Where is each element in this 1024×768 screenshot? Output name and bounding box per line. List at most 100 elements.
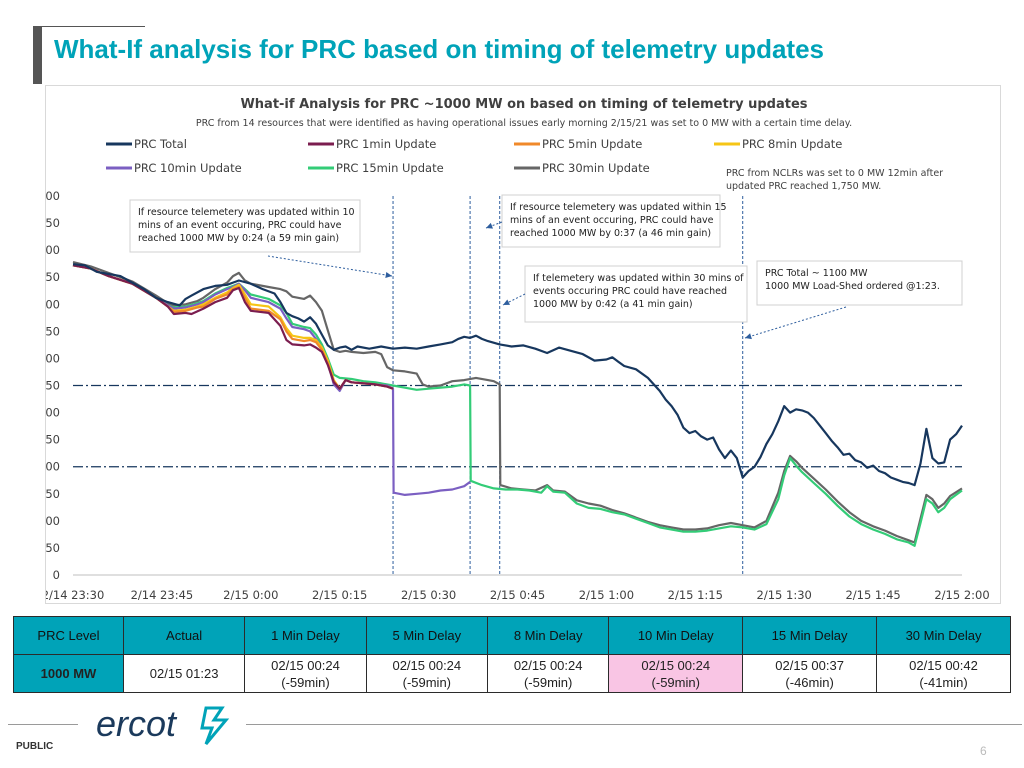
cell-gain: (-59min) (523, 674, 573, 690)
cell-time: 02/15 00:24 (271, 657, 340, 673)
y-tick-label: 750 (46, 487, 60, 501)
legend-label: PRC 8min Update (742, 137, 842, 151)
footer-public-label: PUBLIC (16, 741, 54, 752)
cell-10min: 02/15 00:24 (-59min) (608, 654, 744, 693)
nclr-note-text: PRC from NCLRs was set to 0 MW 12min aft… (726, 168, 943, 179)
top-rule (33, 26, 145, 27)
header-prc-level: PRC Level (13, 616, 124, 655)
annotation-box (756, 260, 963, 306)
header-15min: 15 Min Delay (742, 616, 878, 655)
legend-label: PRC 15min Update (336, 161, 444, 175)
y-tick-label: 3500 (46, 189, 60, 203)
footer-divider-left (8, 724, 78, 725)
ercot-logo: ercot (96, 703, 230, 745)
cell-gain: (-59min) (402, 674, 452, 690)
cell-time: 02/15 00:24 (513, 657, 583, 673)
header-30min: 30 Min Delay (876, 616, 1011, 655)
cell-5min: 02/15 00:24 (-59min) (365, 654, 488, 693)
y-tick-label: 500 (46, 514, 60, 528)
annotation-arrowhead (745, 333, 752, 340)
cell-time: 02/15 00:24 (641, 657, 711, 673)
annotation-arrowhead (385, 272, 392, 278)
annotation-arrow (485, 221, 503, 229)
x-tick-label: 2/15 0:15 (312, 588, 367, 602)
y-tick-label: 1750 (46, 379, 60, 393)
x-tick-label: 2/15 1:15 (668, 588, 723, 602)
legend-label: PRC 5min Update (542, 137, 642, 151)
y-tick-label: 3250 (46, 216, 60, 230)
header-10min: 10 Min Delay (608, 616, 744, 655)
cell-gain: (-41min) (919, 674, 968, 690)
legend-label: PRC 10min Update (134, 161, 242, 175)
series-line-prc-10min-update (72, 264, 471, 496)
table-row: 1000 MW 02/15 01:23 02/15 00:24 (-59min) … (13, 654, 1011, 693)
y-tick-label: 2000 (46, 351, 60, 365)
y-tick-label: 1000 (46, 460, 60, 474)
annotation-text: reached 1000 MW by 0:37 (a 46 min gain) (510, 228, 711, 239)
cell-gain: (-59min) (281, 674, 330, 690)
annotation-text: If resource telemetery was updated withi… (510, 202, 727, 213)
header-actual: Actual (122, 616, 246, 655)
y-tick-label: 3000 (46, 243, 60, 257)
logo-bolt-icon (200, 706, 230, 745)
annotation-text: PRC Total ~ 1100 MW (765, 268, 868, 279)
x-tick-label: 2/15 1:00 (579, 588, 634, 602)
annotation-arrow (744, 306, 847, 339)
annotation-arrowhead (503, 299, 510, 305)
x-tick-label: 2/15 0:30 (401, 588, 456, 602)
title-accent-bar (33, 26, 42, 84)
chart-subtitle: PRC from 14 resources that were identifi… (196, 118, 852, 129)
annotation-box (129, 199, 361, 253)
annotation-text: reached 1000 MW by 0:24 (a 59 min gain) (138, 233, 339, 244)
annotation-text: mins of an event occuring, PRC could hav… (138, 220, 342, 231)
annotation-arrow (267, 255, 393, 277)
series-line-prc-8min-update (72, 264, 394, 390)
cell-time: 02/15 00:42 (909, 657, 978, 673)
cell-actual: 02/15 01:23 (122, 654, 246, 693)
x-tick-label: 2/15 1:45 (845, 588, 900, 602)
series-line-prc-5min-update (72, 264, 394, 390)
annotation-text: If telemetery was updated within 30 mins… (533, 273, 744, 284)
series-line-prc-15min-update (72, 264, 963, 547)
y-tick-label: 0 (53, 568, 60, 582)
series-line-prc-1min-update (72, 264, 394, 390)
cell-gain: (-46min) (785, 674, 834, 690)
page-number: 6 (980, 744, 987, 758)
prc-line-chart: What-if Analysis for PRC ~1000 MW on bas… (46, 97, 990, 602)
cell-15min: 02/15 00:37 (-46min) (742, 654, 878, 693)
header-1min: 1 Min Delay (244, 616, 367, 655)
y-tick-label: 1250 (46, 433, 60, 447)
cell-time: 02/15 00:24 (392, 657, 462, 673)
chart-frame: What-if Analysis for PRC ~1000 MW on bas… (45, 85, 1001, 604)
chart-title: What-if Analysis for PRC ~1000 MW on bas… (240, 97, 807, 112)
x-tick-label: 2/15 0:45 (490, 588, 545, 602)
cell-30min: 02/15 00:42 (-41min) (876, 654, 1011, 693)
annotation-text: If resource telemetery was updated withi… (138, 207, 355, 218)
y-tick-label: 250 (46, 541, 60, 555)
slide-title: What-If analysis for PRC based on timing… (54, 34, 825, 64)
y-tick-label: 2250 (46, 324, 60, 338)
nclr-note-text: updated PRC reached 1,750 MW. (726, 181, 881, 192)
cell-8min: 02/15 00:24 (-59min) (486, 654, 610, 693)
table-header-row: PRC Level Actual 1 Min Delay 5 Min Delay… (13, 616, 1011, 655)
x-tick-label: 2/15 0:00 (223, 588, 278, 602)
annotation-box (524, 265, 748, 323)
legend-label: PRC Total (134, 137, 187, 151)
legend-label: PRC 1min Update (336, 137, 436, 151)
delay-summary-table: PRC Level Actual 1 Min Delay 5 Min Delay… (13, 616, 1011, 693)
x-tick-label: 2/14 23:45 (131, 588, 194, 602)
cell-gain: (-59min) (651, 674, 700, 690)
annotation-text: mins of an event occuring, PRC could hav… (510, 215, 714, 226)
annotation-box (501, 194, 721, 248)
legend-label: PRC 30min Update (542, 161, 650, 175)
x-tick-label: 2/14 23:30 (46, 588, 104, 602)
header-8min: 8 Min Delay (486, 616, 610, 655)
header-5min: 5 Min Delay (365, 616, 488, 655)
cell-1min: 02/15 00:24 (-59min) (244, 654, 367, 693)
y-tick-label: 2500 (46, 297, 60, 311)
y-tick-label: 2750 (46, 270, 60, 284)
x-tick-label: 2/15 2:00 (934, 588, 989, 602)
annotation-text: events occuring PRC could have reached (533, 286, 727, 297)
series-line-prc-total (72, 263, 963, 487)
